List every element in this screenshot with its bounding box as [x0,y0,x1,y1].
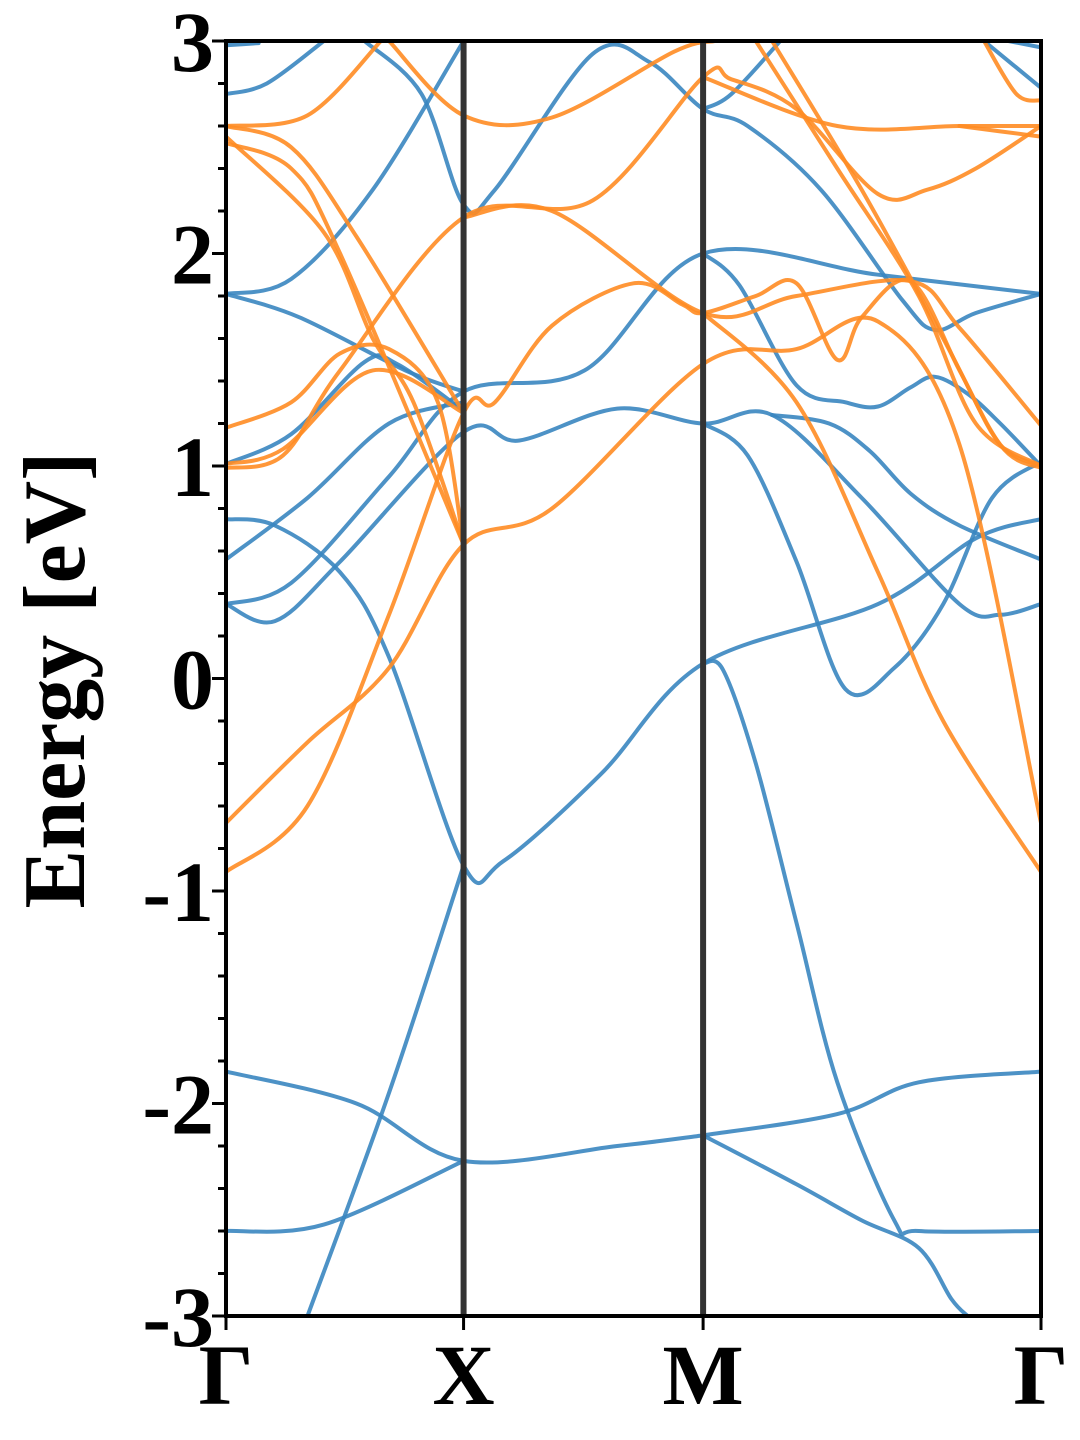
band-line-blue [701,421,1041,698]
band-line-orange [226,134,466,547]
band-line-blue [701,658,1041,1237]
band-line-blue [701,251,1041,468]
band-line-orange [701,311,1041,874]
y-tick-label: 2 [171,207,214,303]
band-line-blue [226,246,1041,607]
band-line-blue [226,517,1041,886]
band-line-orange [957,124,1041,139]
x-tick-label: M [663,1327,744,1423]
y-tick-label: -2 [142,1057,214,1153]
plot-frame [224,39,1043,1318]
band-line-blue [701,1133,970,1316]
band-line-orange [982,41,1041,103]
band-line-blue [226,41,326,97]
band-line-blue [701,1069,1041,1138]
band-line-orange [770,41,1041,471]
y-tick-label: -1 [142,844,214,940]
band-line-blue [226,291,466,394]
band-line-orange [461,203,1041,428]
band-lines [226,41,1041,1316]
band-line-orange [226,65,1041,471]
high-symmetry-separators [460,41,707,1316]
band-line-orange [226,367,466,466]
band-line-blue [770,413,1041,562]
y-tick-label: 1 [171,419,214,515]
band-line-blue [226,41,261,48]
band-line-orange [387,41,717,128]
band-line-blue [305,863,466,1316]
y-axis-label: Energy [eV] [7,452,104,909]
band-line-blue [226,353,466,466]
band-line-blue [226,1158,466,1234]
band-line-blue [982,41,1041,90]
x-tick-label: X [433,1327,495,1423]
band-line-blue [701,41,783,111]
band-line-orange [226,277,1041,874]
band-line-orange [226,315,1041,825]
y-axis: 3 2 1 0 -1 -2 -3 [142,0,226,1365]
y-tick-label: -3 [142,1269,214,1365]
band-line-orange [226,124,466,415]
x-tick-label: Γ [199,1327,254,1423]
y-tick-label: 0 [171,632,214,728]
y-tick-label: 3 [171,0,214,90]
band-line-blue [226,400,466,562]
band-line-orange [226,141,466,547]
band-line-orange [701,75,1041,132]
band-line-blue [226,406,1041,625]
band-line-orange [226,41,383,128]
x-tick-label: Γ [1014,1327,1069,1423]
